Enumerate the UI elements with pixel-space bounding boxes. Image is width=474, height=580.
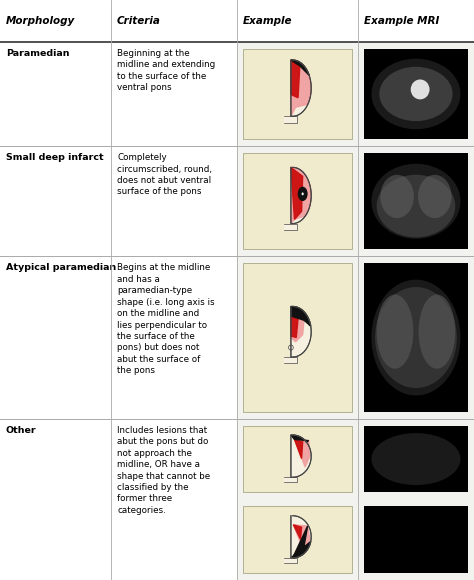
- Polygon shape: [291, 168, 311, 223]
- Text: Example MRI: Example MRI: [364, 16, 439, 26]
- Ellipse shape: [372, 164, 460, 239]
- FancyBboxPatch shape: [243, 49, 352, 139]
- Text: Morphology: Morphology: [6, 16, 75, 26]
- Polygon shape: [284, 116, 297, 122]
- Ellipse shape: [379, 67, 453, 121]
- Ellipse shape: [301, 193, 304, 195]
- FancyBboxPatch shape: [0, 146, 111, 256]
- Polygon shape: [284, 477, 297, 482]
- Polygon shape: [291, 435, 309, 442]
- FancyBboxPatch shape: [243, 426, 352, 492]
- FancyBboxPatch shape: [243, 506, 352, 573]
- Text: Other: Other: [6, 426, 36, 435]
- Text: Completely
circumscribed, round,
does not abut ventral
surface of the pons: Completely circumscribed, round, does no…: [117, 153, 212, 197]
- Ellipse shape: [372, 280, 460, 396]
- FancyBboxPatch shape: [364, 153, 468, 249]
- Polygon shape: [291, 60, 311, 116]
- FancyBboxPatch shape: [0, 256, 111, 419]
- FancyBboxPatch shape: [111, 256, 237, 419]
- Polygon shape: [293, 525, 301, 539]
- Ellipse shape: [377, 295, 413, 369]
- Text: Begins at the midline
and has a
paramedian-type
shape (i.e. long axis is
on the : Begins at the midline and has a paramedi…: [117, 263, 215, 375]
- Polygon shape: [291, 60, 309, 75]
- Ellipse shape: [372, 59, 460, 129]
- FancyBboxPatch shape: [243, 263, 352, 412]
- Polygon shape: [291, 306, 311, 357]
- Polygon shape: [291, 168, 311, 223]
- FancyBboxPatch shape: [0, 42, 111, 146]
- FancyBboxPatch shape: [0, 0, 474, 42]
- Text: Atypical paramedian: Atypical paramedian: [6, 263, 116, 273]
- Polygon shape: [291, 516, 311, 558]
- Polygon shape: [291, 435, 311, 477]
- Polygon shape: [284, 223, 297, 230]
- Ellipse shape: [372, 433, 460, 485]
- Ellipse shape: [410, 79, 429, 99]
- Ellipse shape: [289, 345, 293, 350]
- Ellipse shape: [419, 295, 455, 369]
- Polygon shape: [293, 525, 310, 550]
- FancyBboxPatch shape: [364, 49, 468, 139]
- Polygon shape: [284, 558, 297, 563]
- Ellipse shape: [418, 175, 452, 218]
- Polygon shape: [294, 440, 310, 467]
- Ellipse shape: [298, 187, 308, 201]
- Text: Criteria: Criteria: [117, 16, 161, 26]
- FancyBboxPatch shape: [111, 146, 237, 256]
- FancyBboxPatch shape: [111, 42, 237, 146]
- Polygon shape: [284, 357, 297, 362]
- Polygon shape: [291, 316, 298, 338]
- Text: Paramedian: Paramedian: [6, 49, 69, 58]
- Text: Includes lesions that
abut the pons but do
not approach the
midline, OR have a
s: Includes lesions that abut the pons but …: [117, 426, 210, 515]
- FancyBboxPatch shape: [364, 263, 468, 412]
- Polygon shape: [291, 526, 311, 558]
- Polygon shape: [291, 168, 302, 219]
- Text: Example: Example: [243, 16, 292, 26]
- Ellipse shape: [375, 287, 457, 388]
- FancyBboxPatch shape: [243, 153, 352, 249]
- FancyBboxPatch shape: [364, 506, 468, 573]
- Ellipse shape: [380, 175, 414, 218]
- Text: Small deep infarct: Small deep infarct: [6, 153, 103, 162]
- FancyBboxPatch shape: [364, 426, 468, 492]
- Polygon shape: [294, 440, 302, 459]
- FancyBboxPatch shape: [111, 419, 237, 580]
- Polygon shape: [291, 316, 304, 342]
- FancyBboxPatch shape: [0, 419, 111, 580]
- Text: Beginning at the
midline and extending
to the surface of the
ventral pons: Beginning at the midline and extending t…: [117, 49, 215, 92]
- Polygon shape: [291, 60, 300, 97]
- Ellipse shape: [377, 175, 455, 237]
- Polygon shape: [291, 60, 311, 116]
- Polygon shape: [291, 306, 311, 326]
